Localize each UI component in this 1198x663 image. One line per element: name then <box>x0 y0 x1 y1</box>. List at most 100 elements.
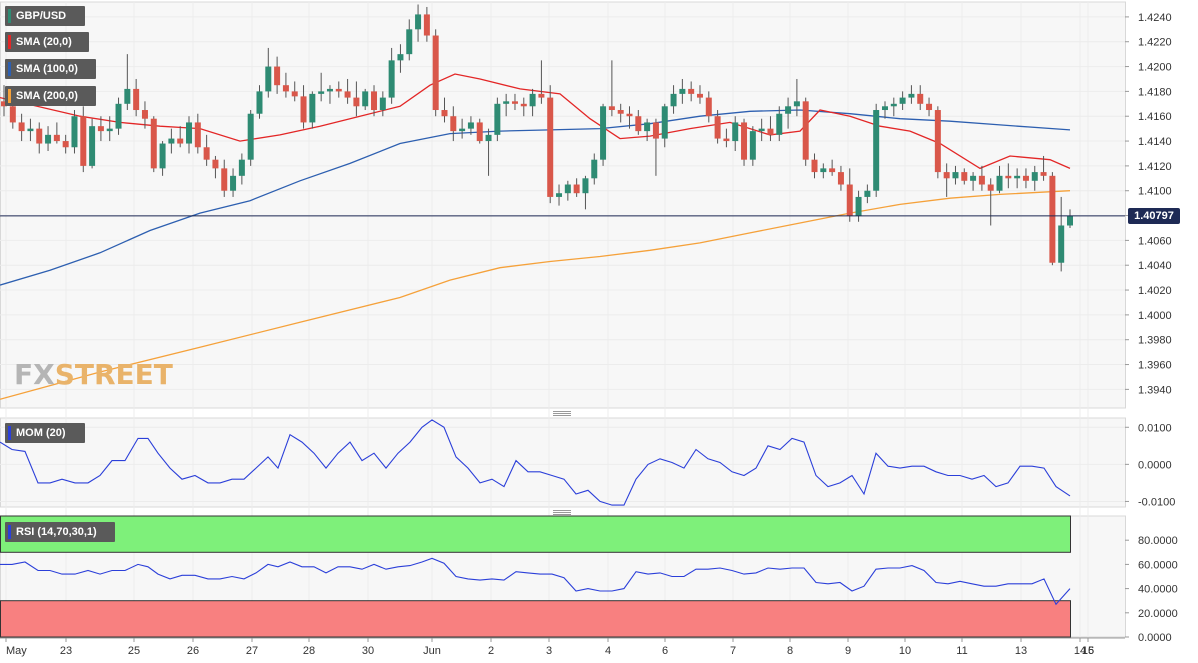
candle-body <box>256 91 263 114</box>
legend-sma20[interactable]: SMA (20,0) <box>5 32 89 52</box>
candle-body <box>115 103 122 129</box>
candle-body <box>9 106 16 123</box>
candle-body <box>688 88 695 94</box>
candle-body <box>952 172 959 179</box>
price-tick-label: 1.4020 <box>1138 285 1172 297</box>
candle-body <box>423 14 430 36</box>
candle-body <box>679 88 686 94</box>
sma20-color-mark <box>8 35 11 49</box>
candle-body <box>177 138 184 144</box>
rsi-panel: 80.0000 60.0000 40.0000 20.0000 0.0000 <box>0 515 1178 644</box>
candle-body <box>943 172 950 179</box>
legend-rsi[interactable]: RSI (14,70,30,1) <box>5 522 115 542</box>
candle-body <box>80 116 87 166</box>
candle-body <box>432 35 439 111</box>
legend-mom-label: MOM (20) <box>16 427 66 439</box>
candle-body <box>644 122 651 132</box>
rsi-tick-label: 0.0000 <box>1138 632 1172 644</box>
price-tick-label: 1.4140 <box>1138 136 1172 148</box>
candle-body <box>926 103 933 111</box>
time-tick-label: 7 <box>730 645 736 657</box>
candle-body <box>996 175 1003 191</box>
candle-body <box>635 116 642 132</box>
candle-body <box>987 184 994 191</box>
mom-tick-label: 0.0100 <box>1138 422 1172 434</box>
candle-body <box>600 106 607 160</box>
candle-body <box>186 122 193 144</box>
time-tick-label: 23 <box>60 645 72 657</box>
candle-body <box>441 110 448 117</box>
candle-body <box>855 196 862 216</box>
panel-splitter-1[interactable] <box>553 411 571 416</box>
sma200-line <box>0 190 1071 400</box>
candle-body <box>626 113 633 117</box>
candle-body <box>767 128 774 135</box>
candle-body <box>890 103 897 107</box>
candle-body <box>318 91 325 94</box>
time-tick-label: 8 <box>787 645 793 657</box>
candle-body <box>203 147 210 160</box>
rsi-overbought-zone <box>0 515 1071 553</box>
candle-body <box>141 110 148 119</box>
price-tick-label: 1.3960 <box>1138 360 1172 372</box>
legend-pair[interactable]: GBP/USD <box>5 6 85 26</box>
price-tick-label: 1.3980 <box>1138 335 1172 347</box>
legend-sma200-label: SMA (200,0) <box>16 90 78 102</box>
candle-body <box>793 101 800 107</box>
candle-body <box>97 126 104 132</box>
rsi-oversold-zone <box>0 600 1071 638</box>
candle-body <box>62 141 69 148</box>
candle-body <box>71 116 78 148</box>
candle-body <box>159 143 166 169</box>
candle-body <box>1031 172 1038 181</box>
price-tick-label: 1.4220 <box>1138 37 1172 49</box>
candle-body <box>547 97 554 197</box>
candle-body <box>133 88 140 111</box>
candle-body <box>934 110 941 173</box>
legend-rsi-label: RSI (14,70,30,1) <box>16 526 97 538</box>
time-tick-label: 14 <box>1074 645 1086 657</box>
time-tick-label: 15 <box>1082 645 1094 657</box>
time-tick-label: 30 <box>362 645 374 657</box>
candle-body <box>1 101 7 107</box>
panel-splitter-2[interactable] <box>553 510 571 515</box>
candle-body <box>864 190 871 197</box>
time-tick-label: 6 <box>662 645 668 657</box>
candle-body <box>124 88 131 104</box>
price-tick-label: 1.4160 <box>1138 111 1172 123</box>
sma20-line <box>0 73 1071 170</box>
sma200-color-mark <box>8 89 11 103</box>
candle-body <box>696 93 703 98</box>
candle-body <box>450 116 457 132</box>
fxstreet-logo: FXSTREET <box>14 358 173 391</box>
candle-body <box>908 93 915 98</box>
panel-frame <box>0 417 1126 508</box>
candle-body <box>503 101 510 104</box>
legend-mom[interactable]: MOM (20) <box>5 423 85 443</box>
candle-body <box>564 184 571 194</box>
candle-body <box>397 54 404 61</box>
candle-body <box>1049 175 1056 263</box>
rsi-color-mark <box>8 525 11 539</box>
panel-frame <box>0 1 1126 409</box>
candle-body <box>238 159 245 176</box>
legend-sma100[interactable]: SMA (100,0) <box>5 59 96 79</box>
price-tick-label: 1.4240 <box>1138 12 1172 24</box>
rsi-tick-label: 40.0000 <box>1138 584 1178 596</box>
candle-body <box>661 106 668 139</box>
candle-body <box>582 178 589 194</box>
logo-fx: FX <box>14 358 55 391</box>
candle-body <box>300 96 307 123</box>
time-tick-label: 2 <box>488 645 494 657</box>
time-tick-label: 26 <box>187 645 199 657</box>
legend-sma200[interactable]: SMA (200,0) <box>5 86 96 106</box>
candle-body <box>652 122 659 139</box>
candle-body <box>344 91 351 98</box>
candle-body <box>732 122 739 142</box>
sma100-color-mark <box>8 62 11 76</box>
candle-body <box>353 97 360 107</box>
time-tick-label: 3 <box>546 645 552 657</box>
candles <box>1 4 1073 272</box>
